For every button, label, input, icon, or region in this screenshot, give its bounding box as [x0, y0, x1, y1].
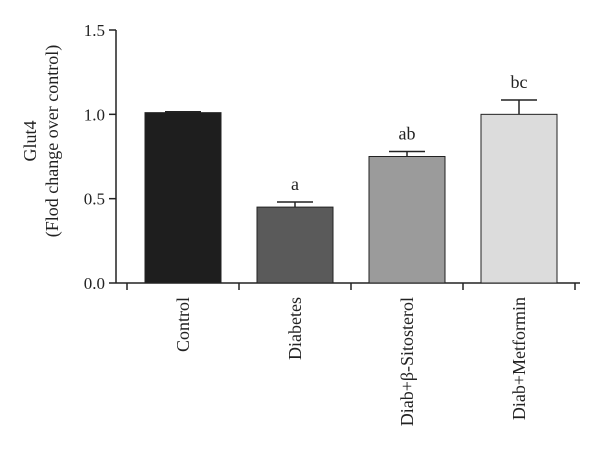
y-axis: 0.0 0.5 1.0 1.5 [84, 21, 117, 293]
x-tick-label: Diabetes [285, 297, 305, 360]
significance-label: a [291, 174, 299, 194]
y-axis-label-line2: (Flod change over control) [42, 45, 63, 237]
y-tick-label: 0.5 [84, 190, 105, 209]
bar-2 [368, 156, 446, 284]
y-tick-label: 1.5 [84, 21, 105, 40]
bar-3 [480, 113, 558, 284]
y-axis-label-line1: Glut4 [20, 120, 40, 161]
bar-1 [256, 206, 334, 284]
x-tick-label: Diab+Metformin [509, 297, 529, 420]
y-tick-label: 1.0 [84, 105, 105, 124]
category-labels: Control Diabetes Diab+β-Sitosterol Diab+Met… [173, 297, 529, 426]
significance-label: bc [511, 72, 528, 92]
bars: a ab bc [144, 72, 558, 284]
bar-0 [144, 112, 222, 284]
significance-label: ab [399, 123, 416, 143]
x-tick-label: Control [173, 297, 193, 352]
x-axis [116, 282, 580, 290]
x-tick-label: Diab+β-Sitosterol [397, 297, 417, 426]
y-tick-label: 0.0 [84, 274, 105, 293]
